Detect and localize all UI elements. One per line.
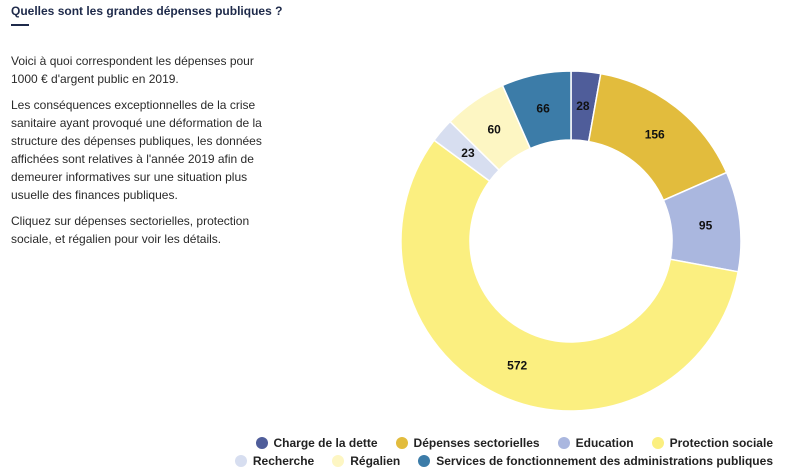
- donut-slice-4[interactable]: [400, 139, 740, 412]
- intro-text: Voici à quoi correspondent les dépenses …: [11, 52, 269, 256]
- donut-slice-7[interactable]: [501, 70, 572, 150]
- slice-value-label: 95: [699, 218, 713, 232]
- legend-item[interactable]: Charge de la dette: [255, 436, 378, 450]
- slice-value-label: 28: [576, 99, 590, 113]
- legend-label: Dépenses sectorielles: [413, 436, 540, 450]
- legend-label: Régalien: [350, 454, 401, 468]
- legend-swatch: [395, 437, 408, 449]
- intro-paragraph-3: Cliquez sur dépenses sectorielles, prote…: [11, 214, 250, 246]
- legend-item[interactable]: Dépenses sectorielles: [395, 436, 540, 450]
- legend-label: Protection sociale: [669, 436, 773, 450]
- slice-value-label: 23: [461, 146, 475, 160]
- intro-paragraph-1: Voici à quoi correspondent les dépenses …: [11, 54, 254, 86]
- page-title: Quelles sont les grandes dépenses publiq…: [11, 4, 283, 18]
- legend-swatch: [332, 455, 345, 467]
- slice-value-label: 572: [507, 358, 527, 372]
- legend-swatch: [418, 455, 431, 467]
- legend-item[interactable]: Protection sociale: [651, 436, 773, 450]
- legend-swatch: [234, 455, 247, 467]
- legend-label: Education: [575, 436, 634, 450]
- legend-swatch: [557, 437, 570, 449]
- legend-row: Charge de la dette Dépenses sectorielles E…: [0, 436, 773, 450]
- legend-item[interactable]: Education: [557, 436, 634, 450]
- legend-label: Recherche: [252, 454, 315, 468]
- intro-paragraph-2: Les conséquences exceptionnelles de la c…: [11, 98, 262, 202]
- legend-item[interactable]: Recherche: [234, 454, 315, 468]
- legend-row: Recherche Régalien Services de fonctionnem…: [0, 454, 773, 468]
- legend-swatch: [255, 437, 268, 449]
- donut-chart[interactable]: 28 156 95 572 23 60 66: [380, 60, 760, 430]
- legend-label: Charge de la dette: [273, 436, 378, 450]
- legend-swatch: [651, 437, 664, 449]
- legend-item[interactable]: Services de fonctionnement des administr…: [418, 454, 773, 468]
- legend-item[interactable]: Régalien: [332, 454, 400, 468]
- slice-value-label: 66: [536, 101, 550, 115]
- legend-label: Services de fonctionnement des administr…: [436, 454, 773, 468]
- title-underline: [11, 24, 29, 26]
- chart-legend: Charge de la dette Dépenses sectorielles E…: [0, 436, 800, 468]
- slice-value-label: 60: [487, 122, 501, 136]
- slice-value-label: 156: [645, 127, 665, 141]
